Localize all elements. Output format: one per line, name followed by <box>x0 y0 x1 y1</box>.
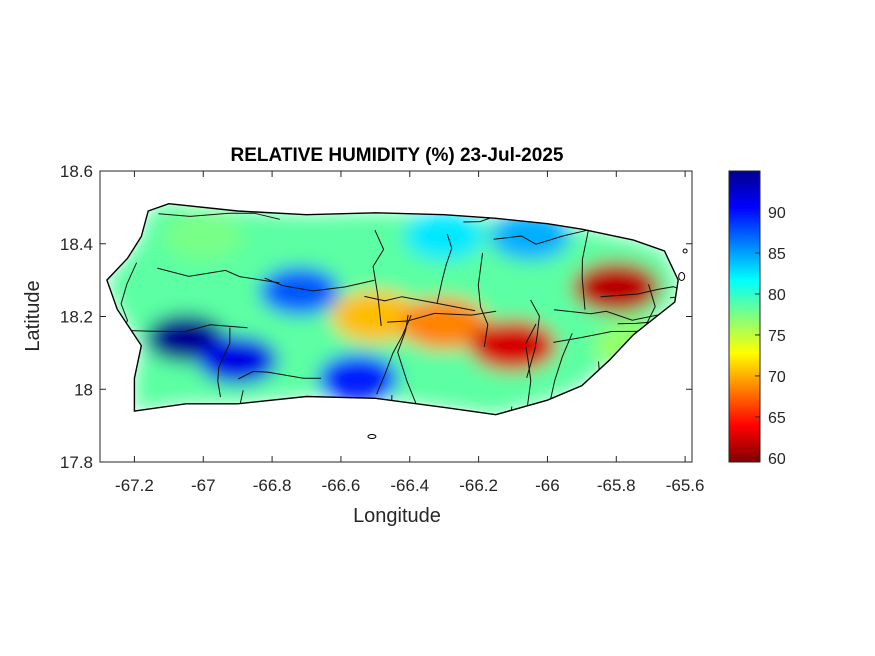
municipal-boundary <box>387 310 497 323</box>
x-tick-label: -66.2 <box>459 476 498 495</box>
municipal-boundary <box>237 370 322 380</box>
colorbar <box>728 170 761 463</box>
island-coastline <box>106 202 679 416</box>
humidity-sample-3 <box>259 267 340 316</box>
islet <box>682 248 688 254</box>
municipal-boundaries <box>119 208 679 415</box>
humidity-sample-2 <box>318 354 399 403</box>
municipal-boundary <box>157 267 280 284</box>
x-tick-label: -66.4 <box>390 476 429 495</box>
colorbar-tick-label: 70 <box>768 369 786 386</box>
humidity-sample-6 <box>163 212 244 261</box>
offshore-islets <box>367 248 688 440</box>
municipal-boundary <box>493 229 588 245</box>
municipal-boundary <box>376 315 412 395</box>
humidity-sample-10 <box>572 261 661 314</box>
y-tick-label: 17.8 <box>60 453 93 472</box>
humidity-sample-7 <box>331 290 420 343</box>
colorbar-tick-label: 90 <box>768 205 786 222</box>
municipal-boundary <box>158 212 280 220</box>
municipal-boundary <box>553 309 664 321</box>
municipal-boundary <box>217 327 231 398</box>
y-tick-label: 18.4 <box>60 235 93 254</box>
humidity-sample-5 <box>404 212 485 261</box>
x-tick-label: -67.2 <box>115 476 154 495</box>
y-tick-label: 18.6 <box>60 162 93 181</box>
chart-title: RELATIVE HUMIDITY (%) 23-Jul-2025 <box>231 145 564 166</box>
humidity-sample-9 <box>469 319 558 372</box>
y-axis-label: Latitude <box>22 280 44 351</box>
y-tick-label: 18 <box>74 380 93 399</box>
colorbar-tick-label: 75 <box>768 328 786 345</box>
islet <box>367 434 377 440</box>
y-tick-label: 18.2 <box>60 308 93 327</box>
municipal-boundary <box>600 286 679 298</box>
x-tick-label: -66 <box>535 476 560 495</box>
municipal-boundary <box>436 233 453 304</box>
colorbar-tick-label: 60 <box>768 451 786 468</box>
colorbar-tick-label: 65 <box>768 410 786 427</box>
humidity-sample-8 <box>400 297 489 350</box>
municipal-boundary <box>477 252 489 347</box>
x-tick-label: -66.6 <box>322 476 361 495</box>
municipal-boundary <box>524 323 537 414</box>
x-tick-label: -67 <box>191 476 216 495</box>
colorbar-tick-label: 80 <box>768 287 786 304</box>
municipal-boundary <box>264 277 375 292</box>
x-tick-label: -66.8 <box>253 476 292 495</box>
humidity-sample-1 <box>197 336 278 385</box>
x-axis: -67.2 -67 -66.8 -66.6 -66.4 -66.2 -66 -65.8 -65.… <box>115 171 704 495</box>
y-axis: 17.8 18 18.2 18.4 18.6 <box>60 162 692 472</box>
islet <box>678 271 686 281</box>
x-tick-label: -65.6 <box>666 476 705 495</box>
municipal-boundary <box>123 324 248 333</box>
colorbar-tick-label: 85 <box>768 246 786 263</box>
x-axis-label: Longitude <box>353 505 441 527</box>
x-tick-label: -65.8 <box>597 476 636 495</box>
municipal-boundary <box>372 229 385 326</box>
municipal-boundary <box>526 299 540 378</box>
colorbar-ticks: 60 65 70 75 80 85 90 <box>755 205 786 468</box>
